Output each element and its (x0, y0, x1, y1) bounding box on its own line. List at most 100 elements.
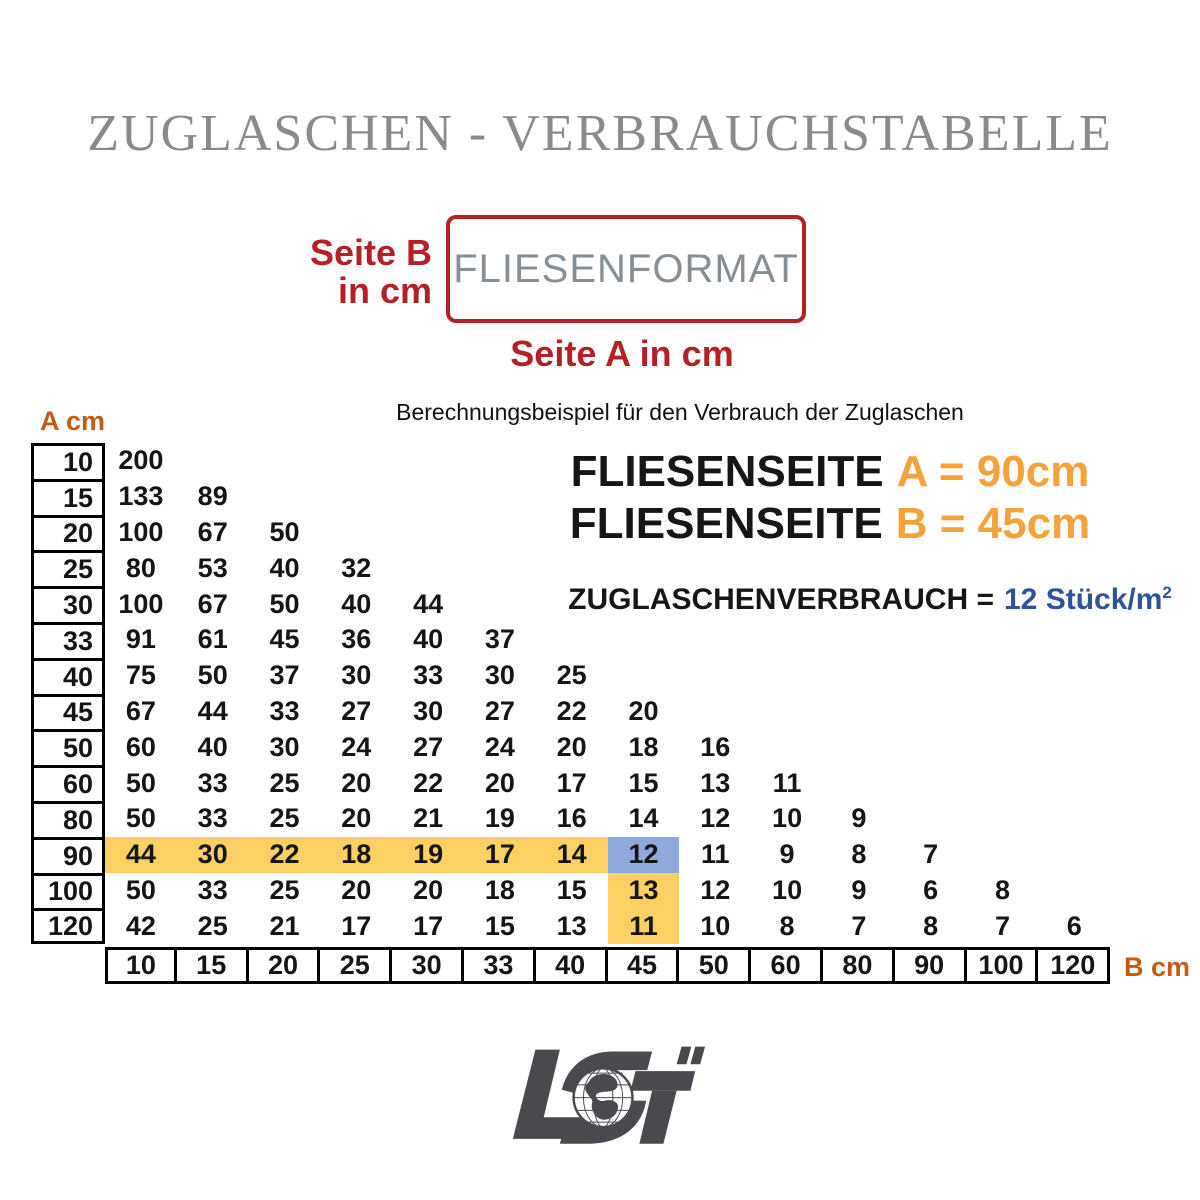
value-cell (320, 479, 392, 515)
value-cell (1038, 873, 1110, 909)
value-cell: 30 (413, 695, 444, 726)
value-cell (751, 515, 823, 551)
value-cell: 12 (700, 874, 731, 905)
value-cell: 11 (701, 839, 730, 870)
value-cell: 8 (851, 839, 867, 870)
value-cell (679, 694, 751, 730)
logo-globe-landmass (585, 1074, 619, 1120)
logo-letter-t-bar (630, 1071, 696, 1091)
row-header-cell: 60 (31, 765, 105, 801)
value-cell: 50 (125, 767, 156, 798)
value-cell: 50 (269, 516, 300, 547)
table-row: 30 100 67 50 40 44 (31, 586, 1110, 622)
value-cell (1038, 658, 1110, 694)
row-header-cell: 20 (31, 514, 105, 551)
value-cell: 7 (851, 910, 867, 941)
value-cell: 50 (269, 588, 300, 619)
value-cell: 27 (341, 695, 372, 726)
col-header-cell: 50 (679, 947, 752, 984)
table-col-headers: 10 15 20 25 30 33 40 45 50 60 80 90 100 120 (105, 947, 1111, 984)
value-cell (823, 622, 895, 658)
value-cell: 133 (118, 481, 164, 512)
value-cell: 20 (556, 731, 587, 762)
value-cell (464, 479, 536, 515)
value-cell: 9 (851, 803, 867, 834)
logo-prime-mark-1 (676, 1046, 692, 1065)
value-cell: 53 (197, 552, 228, 583)
value-cell (608, 586, 680, 622)
value-cell (392, 515, 464, 551)
row-header-cell: 50 (31, 729, 105, 766)
value-cell: 30 (176, 836, 249, 873)
value-cell (464, 586, 536, 622)
value-cell (679, 622, 751, 658)
value-cell: 33 (197, 874, 228, 905)
col-header-cell: 60 (751, 947, 823, 984)
value-cell: 40 (269, 552, 300, 583)
col-header-cell: 30 (392, 947, 464, 984)
col-header-cell: 90 (894, 947, 967, 984)
value-cell (249, 443, 321, 479)
side-b-label-line1: Seite B (309, 232, 432, 273)
value-cell (895, 729, 967, 765)
value-cell: 9 (851, 874, 867, 905)
value-cell: 200 (118, 445, 164, 476)
value-cell: 10 (772, 874, 803, 905)
row-header-cell: 120 (31, 908, 105, 945)
value-cell: 9 (779, 839, 795, 870)
value-cell (608, 550, 680, 586)
value-cell: 10 (772, 803, 803, 834)
value-cell: 22 (248, 836, 321, 873)
value-cell: 21 (413, 803, 444, 834)
value-cell (1038, 586, 1110, 622)
value-cell: 21 (269, 910, 300, 941)
example-line-a: FLIESENSEITE A = 90cm (480, 447, 1180, 497)
example-line-a-label: FLIESENSEITE (570, 447, 884, 496)
value-cell (967, 694, 1039, 730)
value-cell: 22 (556, 695, 587, 726)
value-cell (320, 515, 392, 551)
value-cell: 7 (923, 839, 939, 870)
example-consumption-label: ZUGLASCHENVERBRAUCH = (568, 583, 994, 616)
table-row: 33 91 61 45 36 40 37 (31, 621, 1110, 658)
value-cell: 13 (607, 872, 680, 909)
value-cell (608, 658, 680, 694)
value-cell: 20 (484, 767, 515, 798)
value-cell (679, 586, 751, 622)
side-b-label: Seite B in cm (230, 234, 432, 310)
value-cell: 15 (628, 767, 659, 798)
value-cell: 20 (341, 767, 372, 798)
value-cell (536, 479, 608, 515)
row-header-cell: 10 (31, 443, 105, 479)
value-cell: 25 (269, 803, 300, 834)
value-cell (177, 443, 249, 479)
value-cell: 13 (556, 910, 587, 941)
value-cell: 40 (341, 588, 372, 619)
table-row: 40 75 50 37 30 33 30 25 (31, 657, 1110, 694)
logo-letter-l (512, 1049, 600, 1139)
value-cell: 12 (700, 803, 731, 834)
row-header-cell: 30 (31, 586, 105, 622)
col-header-cell: 10 (105, 947, 177, 984)
value-cell (967, 801, 1039, 837)
value-cell: 19 (484, 803, 515, 834)
table-row: 60 50 33 25 20 22 20 17 15 13 11 (31, 765, 1110, 801)
value-cell (895, 801, 967, 837)
value-cell (249, 479, 321, 515)
value-cell: 19 (392, 836, 464, 873)
row-header-cell: 100 (31, 872, 105, 909)
logo-prime-mark-2 (690, 1046, 706, 1065)
side-a-label: Seite A in cm (510, 333, 734, 374)
value-cell: 11 (772, 767, 802, 798)
value-cell: 6 (923, 874, 939, 905)
value-cell (536, 622, 608, 658)
value-cell (967, 729, 1039, 765)
value-cell (895, 550, 967, 586)
value-cell: 40 (197, 731, 228, 762)
value-cell (679, 479, 751, 515)
value-cell (392, 443, 464, 479)
row-header-cell: 80 (31, 800, 105, 837)
value-cell (1038, 622, 1110, 658)
value-cell (536, 515, 608, 551)
value-cell (679, 658, 751, 694)
